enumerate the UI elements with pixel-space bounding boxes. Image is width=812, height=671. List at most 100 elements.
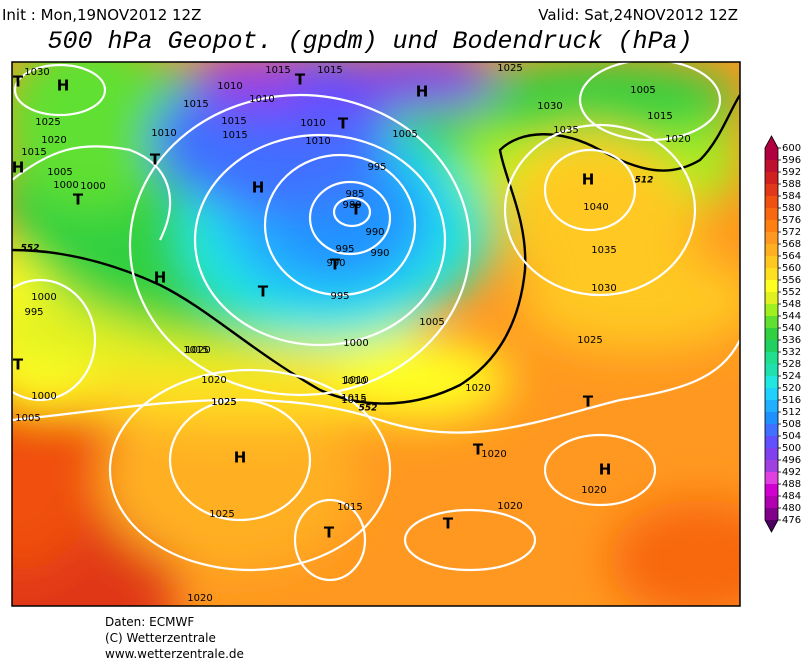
- colorbar-band: [765, 244, 778, 257]
- isobar: [332, 196, 372, 228]
- colorbar-band: [765, 256, 778, 269]
- isobar-label: 1020: [187, 593, 212, 604]
- colorbar-band: [765, 208, 778, 221]
- colorbar-band: [765, 364, 778, 377]
- isobar-label: 1020: [201, 375, 226, 386]
- isobar: [108, 368, 392, 572]
- isobar-label: 1010: [249, 94, 274, 105]
- colorbar-label: 572: [782, 227, 801, 238]
- pressure-center: T: [330, 256, 341, 274]
- colorbar-label: 560: [782, 263, 801, 274]
- isobar-label: 980: [342, 200, 361, 211]
- colorbar-label: 492: [782, 467, 801, 478]
- pressure-center: T: [13, 356, 24, 374]
- isobars: [12, 62, 740, 582]
- colorbar-band: [765, 172, 778, 185]
- isobar-label: 1025: [577, 335, 602, 346]
- colorbar-band: [765, 328, 778, 341]
- colorbar-band: [765, 508, 778, 521]
- pressure-center: T: [583, 393, 594, 411]
- colorbar-band: [765, 460, 778, 473]
- isobar-label: 1010: [300, 118, 325, 129]
- isobar-label: 995: [367, 162, 386, 173]
- isobar: [578, 62, 722, 142]
- isobar-label: 1015: [21, 147, 46, 158]
- colorbar-label: 476: [782, 515, 801, 526]
- colorbar-band: [765, 484, 778, 497]
- field-blob: [100, 390, 360, 570]
- colorbar-band: [765, 436, 778, 449]
- field-blob: [460, 62, 740, 140]
- isobar-label: 1010: [305, 136, 330, 147]
- isobar: [403, 508, 537, 572]
- pressure-center: T: [473, 441, 484, 459]
- colorbar-band: [765, 376, 778, 389]
- colorbar-label: 568: [782, 239, 801, 250]
- isobar-label: 1020: [497, 501, 522, 512]
- pressure-center: T: [13, 73, 24, 91]
- colorbar: 6005965925885845805765725685645605565525…: [764, 135, 801, 533]
- colorbar-label: 484: [782, 491, 801, 502]
- colorbar-band: [765, 292, 778, 305]
- isobar: [12, 339, 740, 434]
- isobar-label: 1015: [341, 395, 366, 406]
- field-blob: [330, 340, 510, 420]
- pressure-center: H: [12, 159, 25, 177]
- isobar: [263, 153, 417, 297]
- isobar-label: 1005: [47, 167, 72, 178]
- colorbar-label: 544: [782, 311, 801, 322]
- pressure-center: H: [599, 461, 612, 479]
- isobar-label: 1020: [481, 449, 506, 460]
- isobar-label: 1015: [222, 130, 247, 141]
- isobar-label: 1000: [53, 180, 78, 191]
- contour-label: 552: [359, 404, 378, 414]
- colorbar-band: [765, 412, 778, 425]
- colorbar-band: [765, 400, 778, 413]
- field-blob: [190, 62, 310, 100]
- colorbar-band: [765, 448, 778, 461]
- colorbar-label: 528: [782, 359, 801, 370]
- colorbar-label: 584: [782, 191, 801, 202]
- colorbar-band: [765, 304, 778, 317]
- pressure-center: T: [338, 115, 349, 133]
- isobar-label: 1030: [24, 67, 49, 78]
- isobar-label: 1025: [211, 397, 236, 408]
- isobar-label: 1030: [591, 283, 616, 294]
- contour-label: 512: [635, 176, 654, 186]
- isobar-label: 1010: [341, 376, 366, 387]
- colorbar-label: 600: [782, 143, 801, 154]
- colorbar-label: 552: [782, 287, 801, 298]
- isobar-label: 1040: [583, 202, 608, 213]
- isobar: [543, 148, 637, 232]
- colorbar-label: 524: [782, 371, 801, 382]
- colorbar-label: 536: [782, 335, 801, 346]
- colorbar-band: [765, 472, 778, 485]
- isobar-label: 1035: [553, 125, 578, 136]
- colorbar-band: [765, 148, 778, 161]
- field-blob: [12, 62, 180, 210]
- colorbar-top: [765, 136, 778, 148]
- isobar-label: 990: [370, 248, 389, 259]
- isobar-label: 1025: [211, 397, 236, 408]
- isobar-label: 995: [335, 244, 354, 255]
- isobar: [293, 498, 367, 582]
- colorbar-band: [765, 340, 778, 353]
- colorbar-label: 556: [782, 275, 801, 286]
- colorbar-band: [765, 220, 778, 233]
- data-source: Daten: ECMWF: [105, 615, 194, 629]
- colorbar-band: [765, 424, 778, 437]
- isobar-label: 1015: [183, 99, 208, 110]
- isobar-label: 1015: [647, 111, 672, 122]
- colorbar-band: [765, 184, 778, 197]
- pressure-center: T: [351, 201, 362, 219]
- isobar-label: 1020: [465, 383, 490, 394]
- pressure-center: H: [416, 83, 429, 101]
- isobar-label: 1015: [317, 65, 342, 76]
- field-blob: [500, 150, 700, 290]
- map-title: 500 hPa Geopot. (gpdm) und Bodendruck (h…: [47, 27, 692, 56]
- isobar-label: 1005: [630, 85, 655, 96]
- colorbar-label: 548: [782, 299, 801, 310]
